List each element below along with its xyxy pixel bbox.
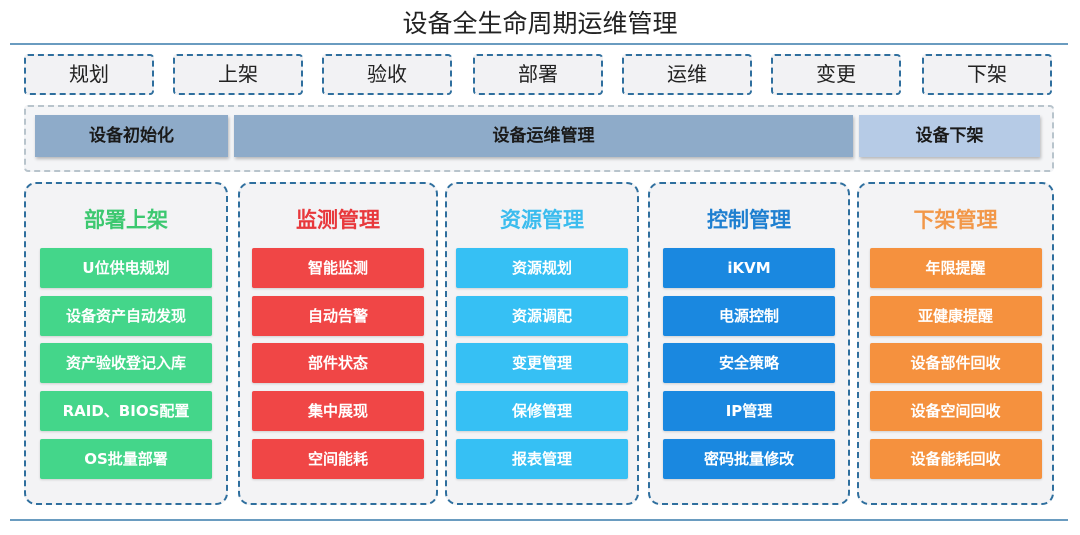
feature-item: 设备能耗回收 — [869, 439, 1042, 479]
feature-item: 自动告警 — [252, 296, 424, 336]
feature-item: 部件状态 — [252, 343, 424, 383]
bottom-divider — [10, 519, 1068, 521]
feature-item: 资源规划 — [456, 248, 628, 288]
stage-box: 变更 — [771, 54, 901, 95]
column-title: 控制管理 — [707, 207, 791, 232]
feature-item: IP管理 — [663, 391, 835, 431]
feature-item: U位供电规划 — [40, 248, 212, 288]
column-title: 资源管理 — [500, 207, 584, 232]
feature-item: 电源控制 — [663, 296, 835, 336]
feature-item: 报表管理 — [456, 439, 628, 479]
column-1: 部署上架 U位供电规划 设备资产自动发现 资产验收登记入库 RAID、BIOS配置 OS批… — [24, 182, 228, 505]
feature-item: 年限提醒 — [869, 248, 1042, 288]
feature-item: OS批量部署 — [40, 439, 212, 479]
stage-box: 下架 — [922, 54, 1052, 95]
feature-item: 亚健康提醒 — [869, 296, 1042, 336]
page-title: 设备全生命周期运维管理 — [402, 9, 678, 38]
feature-item: 资产验收登记入库 — [40, 343, 212, 383]
column-title: 下架管理 — [913, 207, 998, 232]
stage-box: 部署 — [473, 54, 603, 95]
feature-item: 设备空间回收 — [869, 391, 1042, 431]
column-title: 监测管理 — [296, 207, 380, 232]
feature-item: 资源调配 — [456, 296, 628, 336]
feature-item: 设备资产自动发现 — [40, 296, 212, 336]
stage-box: 运维 — [622, 54, 752, 95]
phase-init: 设备初始化 — [35, 115, 228, 157]
feature-item: 设备部件回收 — [869, 343, 1042, 383]
feature-item: 空间能耗 — [252, 439, 424, 479]
phase-operations: 设备运维管理 — [234, 115, 853, 157]
feature-item: 密码批量修改 — [663, 439, 835, 479]
feature-item: 变更管理 — [456, 343, 628, 383]
column-5: 下架管理年限提醒亚健康提醒设备部件回收 设备空间回收 设备能耗回收 — [857, 182, 1054, 505]
feature-item: iKVM — [663, 248, 835, 288]
stage-box: 上架 — [173, 54, 303, 95]
feature-item: 安全策略 — [663, 343, 835, 383]
stage-box: 验收 — [322, 54, 452, 95]
feature-item: 集中展现 — [252, 391, 424, 431]
column-3: 资源管理资源规划资源调配变更管理保修管理报表管理 — [445, 182, 639, 505]
feature-item: RAID、BIOS配置 — [40, 391, 212, 431]
column-4: 控制管理 iKVM 电源控制安全策略 IP管理密码批量修改 — [648, 182, 850, 505]
column-title: 部署上架 — [84, 207, 168, 232]
column-2: 监测管理智能监测自动告警部件状态集中展现空间能耗 — [238, 182, 438, 505]
phase-decommission: 设备下架 — [859, 115, 1040, 157]
top-divider — [10, 43, 1068, 45]
stage-box: 规划 — [24, 54, 154, 95]
feature-item: 保修管理 — [456, 391, 628, 431]
feature-item: 智能监测 — [252, 248, 424, 288]
